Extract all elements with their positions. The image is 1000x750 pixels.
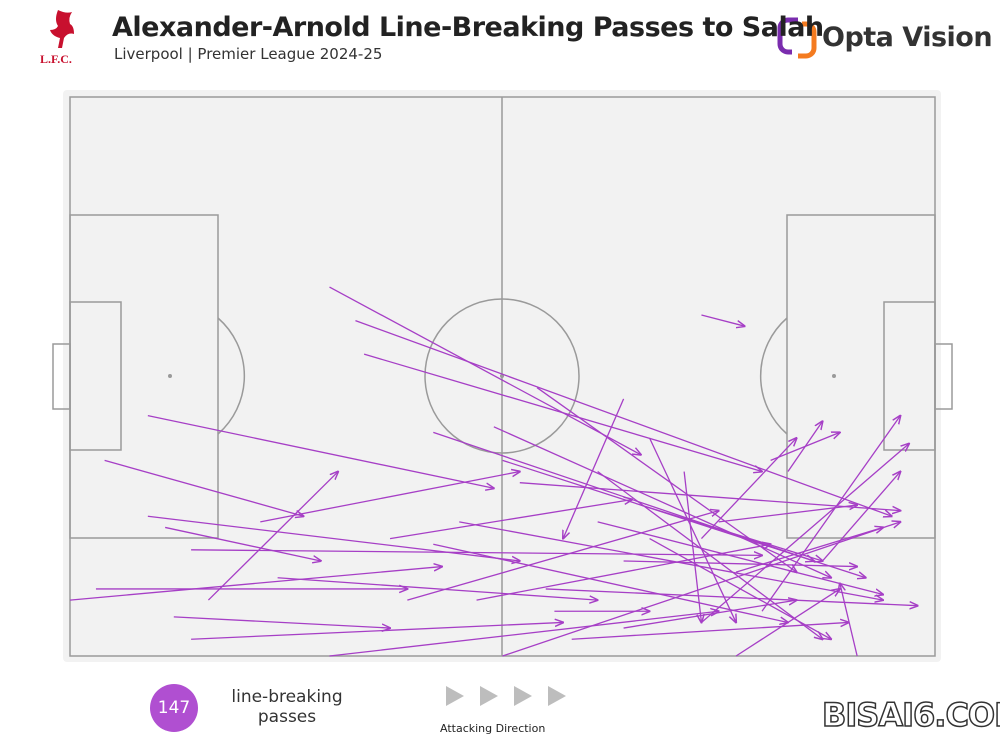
pass-arrow <box>701 314 744 326</box>
pass-arrow <box>648 437 737 622</box>
pass-arrow <box>476 544 771 601</box>
pass-arrow <box>433 543 788 622</box>
pass-arrow <box>69 567 442 601</box>
pass-arrow <box>623 600 797 629</box>
pass-arrow <box>563 398 625 539</box>
pass-arrow <box>191 549 762 556</box>
club-crest <box>50 10 74 48</box>
pass-arrow <box>718 505 857 523</box>
pass-count: 147 <box>150 684 198 732</box>
pass-arrow <box>165 526 321 561</box>
pass-arrow <box>260 472 520 523</box>
pass-arrow <box>277 577 598 600</box>
passes <box>69 286 918 657</box>
pass-arrow <box>701 444 909 623</box>
pass-arrow <box>597 521 883 595</box>
pass-arrow <box>623 560 858 567</box>
pass-arrow <box>571 622 849 640</box>
pass-arrow <box>761 416 900 612</box>
pass-arrow <box>700 438 796 540</box>
pass-arrow <box>787 421 823 472</box>
pass-arrow <box>545 588 918 606</box>
pass-arrow <box>493 426 831 578</box>
pass-arrow <box>683 471 701 623</box>
pass-arrow <box>355 319 891 517</box>
pass-arrow <box>407 511 718 601</box>
subtitle: Liverpool | Premier League 2024-25 <box>114 45 383 63</box>
pass-arrow <box>329 611 719 657</box>
pass-arrow <box>173 616 390 628</box>
pass-arrow <box>389 499 632 540</box>
pass-count-label: line-breaking passes <box>231 687 343 727</box>
pass-arrow <box>104 459 304 516</box>
club-logo-text: L.F.C. <box>40 52 72 66</box>
pass-arrow <box>822 472 901 562</box>
pass-arrow <box>147 515 520 561</box>
watermark: BISAI6.COM <box>821 695 1000 735</box>
pass-arrow <box>459 521 883 600</box>
direction-arrows <box>446 686 566 706</box>
brand-logo <box>777 17 817 59</box>
pitch-markings <box>52 96 953 657</box>
pass-arrow <box>207 472 338 601</box>
pass-arrow <box>191 622 563 640</box>
pass-arrow <box>329 286 641 455</box>
direction-label: Attacking Direction <box>440 722 546 735</box>
pass-arrow <box>147 414 494 489</box>
pass-arrow <box>640 504 823 561</box>
pass-arrow <box>735 527 883 573</box>
pass-arrow <box>502 522 901 657</box>
title: Alexander-Arnold Line-Breaking Passes to… <box>112 12 824 43</box>
pass-arrow <box>597 471 823 640</box>
pass-arrow <box>363 353 762 471</box>
brand-name: Opta Vision <box>822 22 993 53</box>
